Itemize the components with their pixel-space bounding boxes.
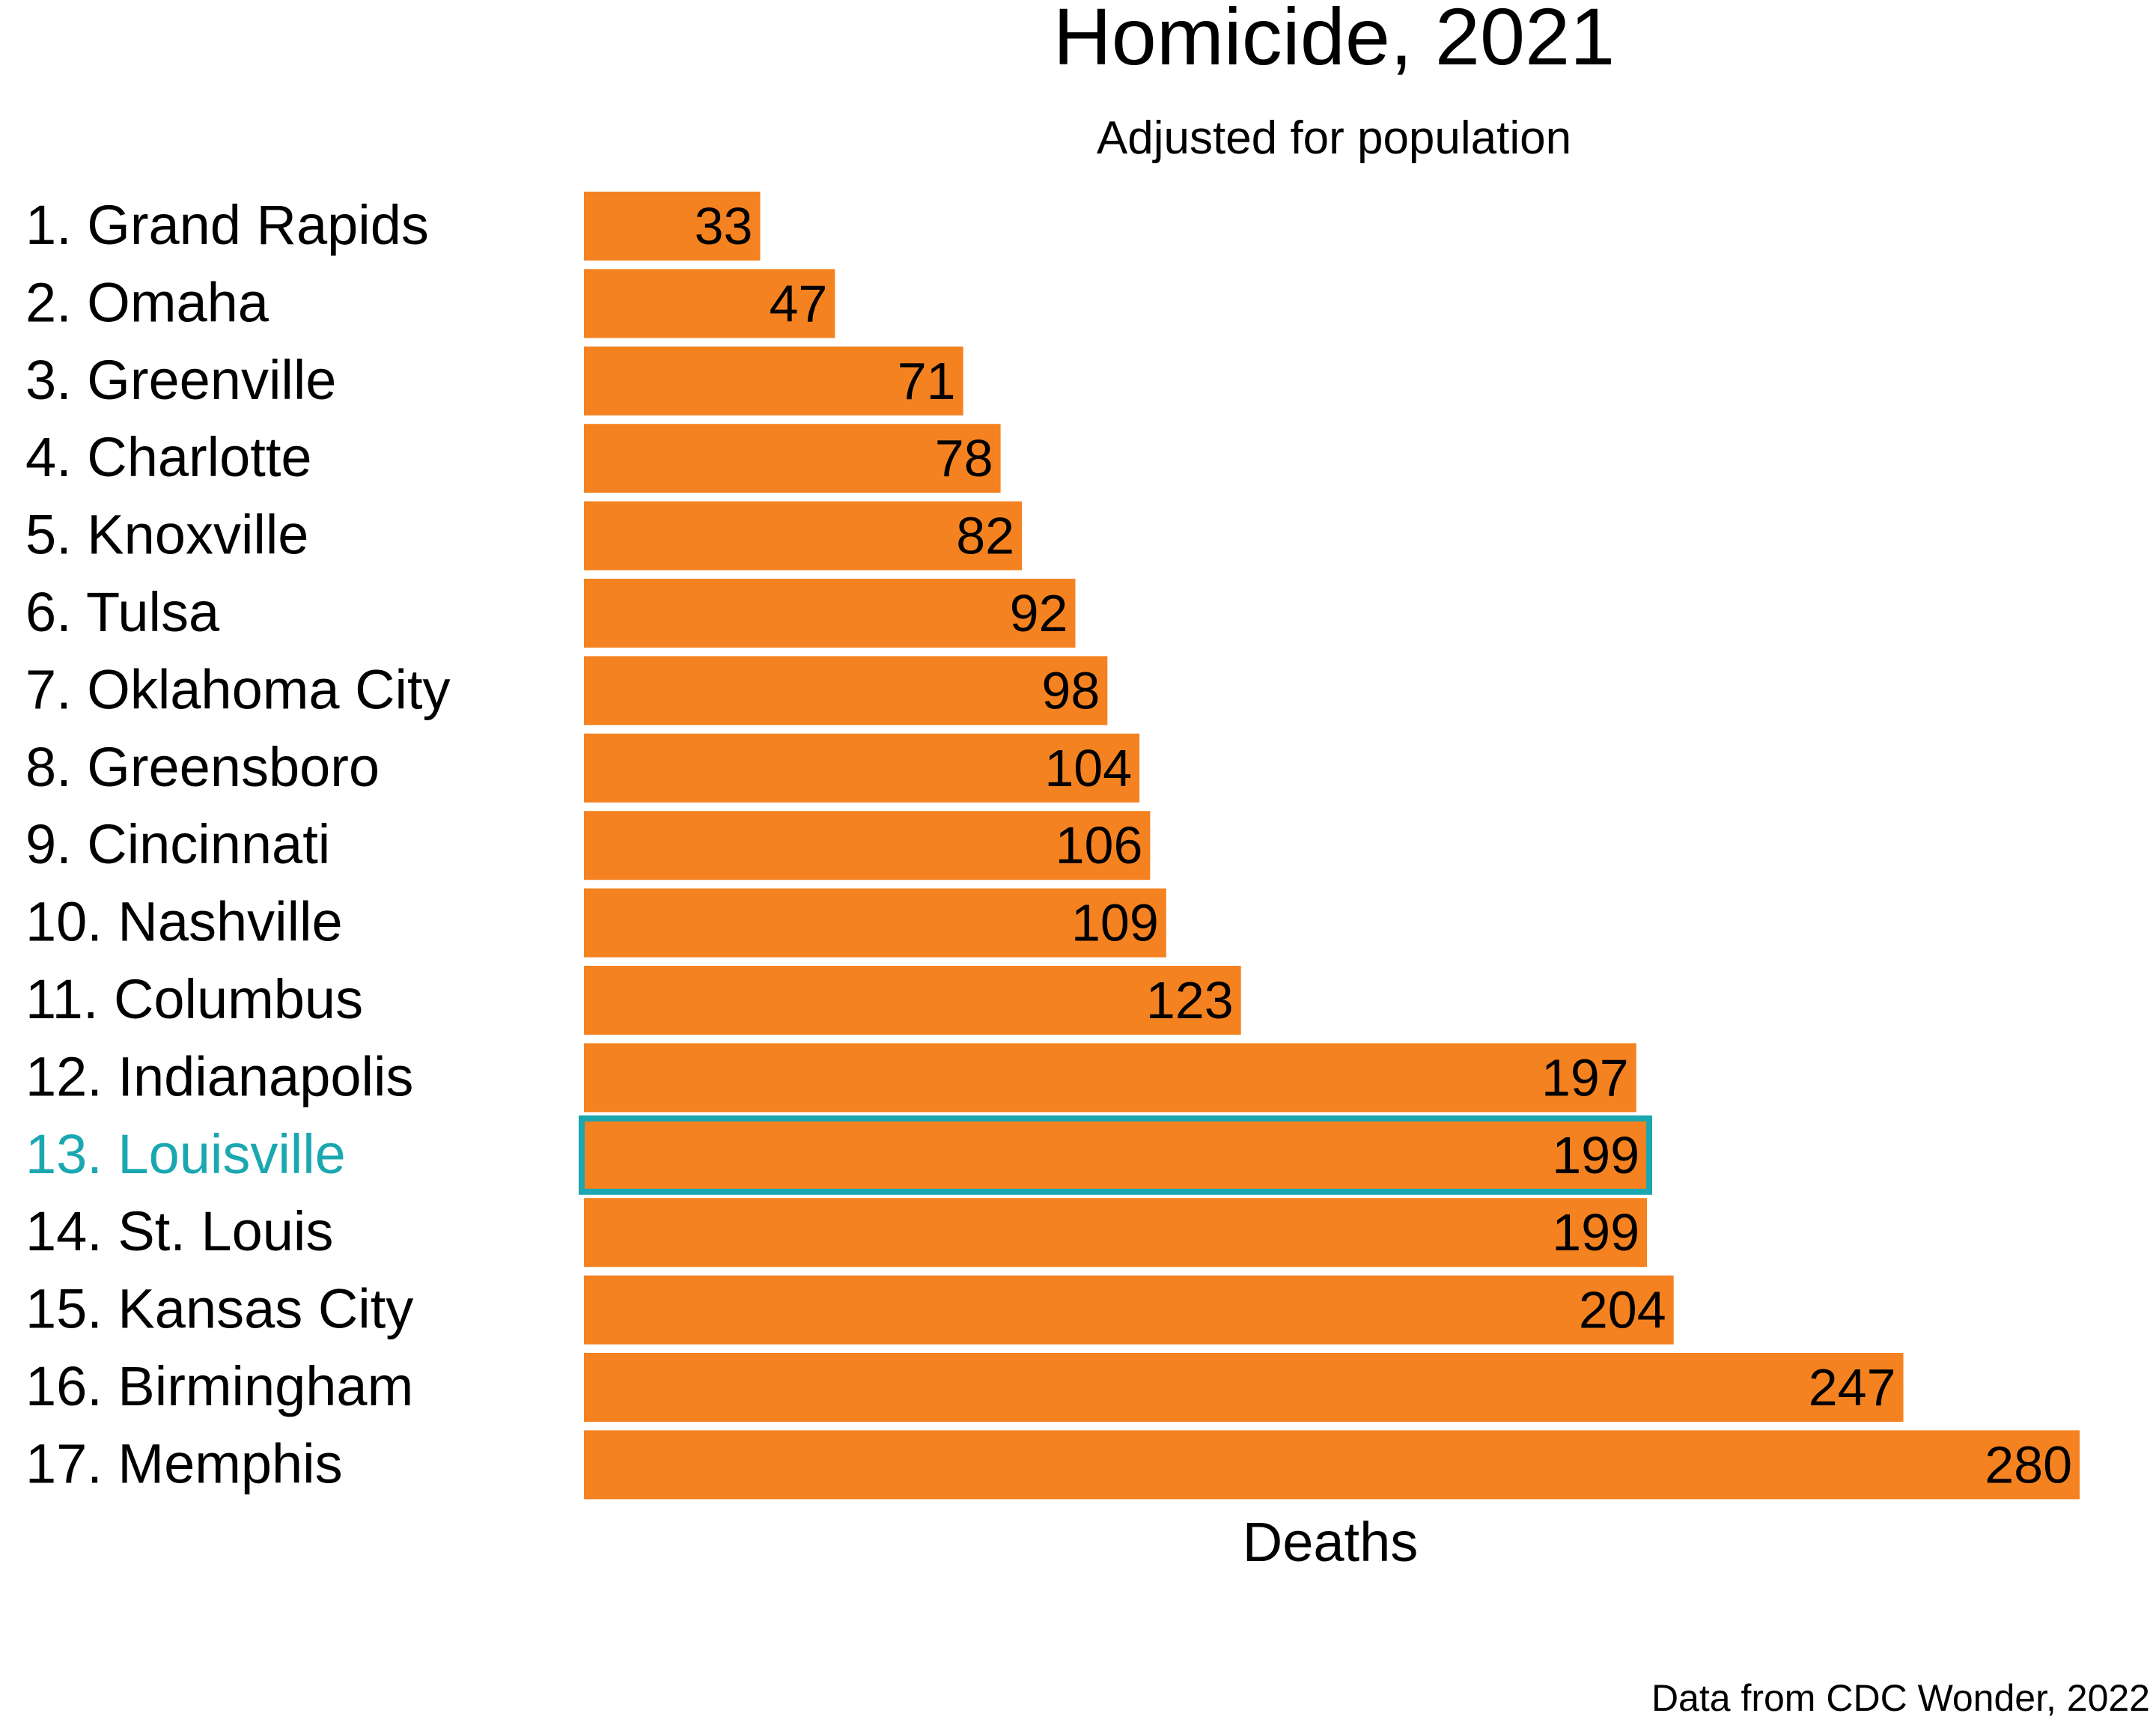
chart-title: Homicide, 2021 xyxy=(1053,0,1615,82)
category-label-13: 13. Louisville xyxy=(25,1123,346,1185)
value-label-4: 78 xyxy=(935,429,993,487)
category-label-3: 3. Greenville xyxy=(25,349,336,411)
bar-1 xyxy=(584,192,761,261)
bar-3 xyxy=(584,346,963,416)
category-label-10: 10. Nashville xyxy=(25,891,343,953)
category-label-17: 17. Memphis xyxy=(25,1432,343,1494)
category-label-1: 1. Grand Rapids xyxy=(25,194,429,256)
bar-4 xyxy=(584,424,1001,493)
value-label-12: 197 xyxy=(1541,1048,1629,1107)
value-label-2: 47 xyxy=(770,274,828,332)
value-label-16: 247 xyxy=(1809,1358,1896,1417)
chart-subtitle: Adjusted for population xyxy=(1097,112,1571,164)
bar-16 xyxy=(584,1353,1904,1422)
category-label-5: 5. Knoxville xyxy=(25,504,308,566)
value-label-13: 199 xyxy=(1552,1126,1639,1184)
bar-17 xyxy=(584,1430,2080,1500)
bar-9 xyxy=(584,811,1151,880)
value-label-7: 98 xyxy=(1041,661,1100,719)
category-label-7: 7. Oklahoma City xyxy=(25,658,451,720)
category-label-14: 14. St. Louis xyxy=(25,1200,333,1262)
x-axis-label: Deaths xyxy=(1243,1511,1418,1573)
category-label-11: 11. Columbus xyxy=(25,968,363,1030)
category-label-6: 6. Tulsa xyxy=(25,581,220,643)
value-label-8: 104 xyxy=(1044,739,1132,797)
category-label-12: 12. Indianapolis xyxy=(25,1045,413,1107)
category-label-2: 2. Omaha xyxy=(25,271,270,333)
bar-13 xyxy=(584,1120,1648,1190)
value-label-14: 199 xyxy=(1552,1203,1639,1262)
bar-6 xyxy=(584,579,1076,648)
bar-2 xyxy=(584,269,835,338)
bar-12 xyxy=(584,1043,1636,1113)
value-label-9: 106 xyxy=(1056,816,1143,874)
value-label-3: 71 xyxy=(898,352,956,410)
category-label-16: 16. Birmingham xyxy=(25,1355,413,1417)
category-label-8: 8. Greensboro xyxy=(25,736,380,798)
source-note: Data from CDC Wonder, 2022 xyxy=(1651,1677,2150,1719)
value-label-11: 123 xyxy=(1146,971,1234,1029)
highlight-outline xyxy=(579,1115,1653,1195)
category-label-4: 4. Charlotte xyxy=(25,426,312,488)
bar-10 xyxy=(584,888,1166,958)
value-label-15: 204 xyxy=(1579,1281,1666,1339)
bar-8 xyxy=(584,733,1140,803)
value-label-6: 92 xyxy=(1010,584,1068,642)
category-label-9: 9. Cincinnati xyxy=(25,813,330,875)
value-label-17: 280 xyxy=(1985,1435,2072,1494)
bar-15 xyxy=(584,1275,1674,1345)
bar-5 xyxy=(584,501,1023,571)
bar-7 xyxy=(584,656,1108,725)
value-label-5: 82 xyxy=(956,507,1014,565)
value-label-10: 109 xyxy=(1071,894,1159,952)
category-label-15: 15. Kansas City xyxy=(25,1278,413,1340)
bar-11 xyxy=(584,966,1241,1035)
bars-layer: 1. Grand Rapids 33 2. Omaha 47 3. Greenville… xyxy=(25,192,2080,1500)
bar-14 xyxy=(584,1198,1648,1268)
value-label-1: 33 xyxy=(695,197,753,255)
